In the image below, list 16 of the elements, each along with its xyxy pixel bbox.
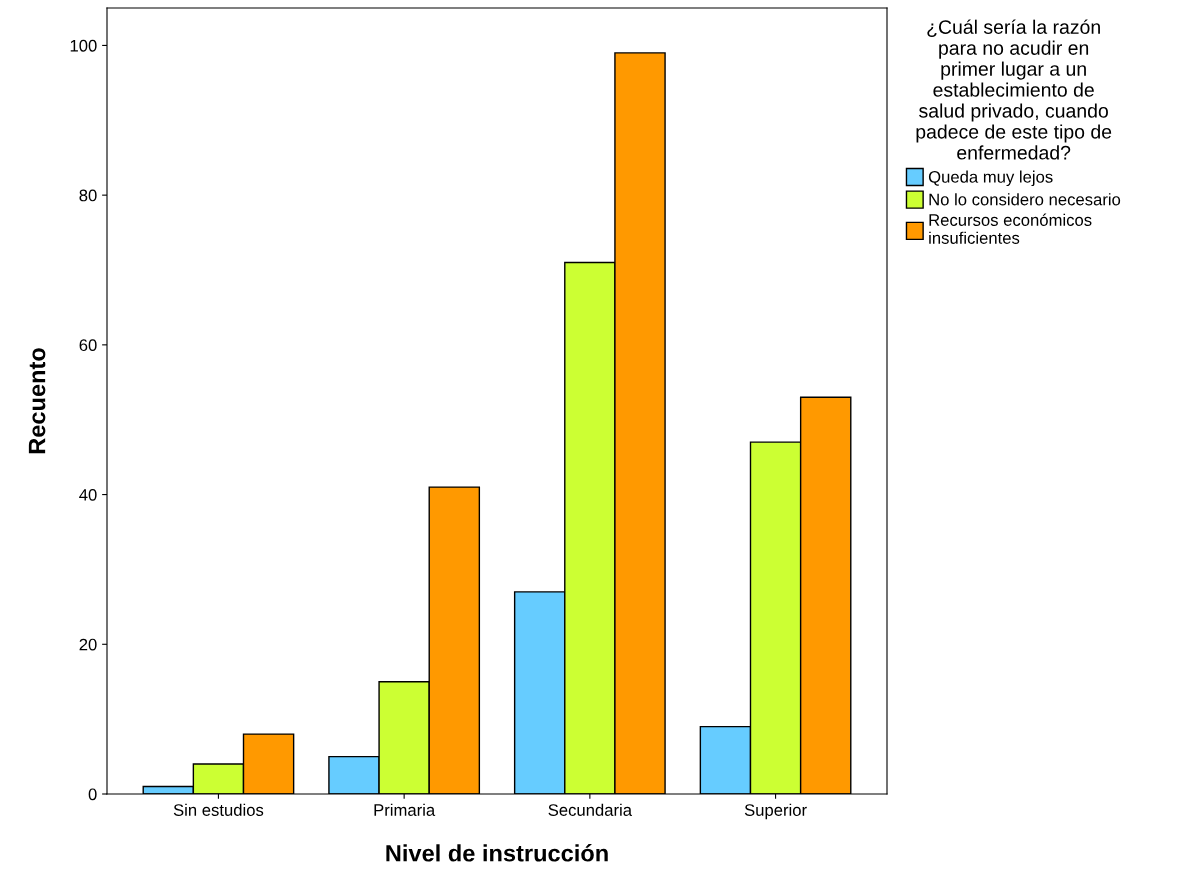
x-tick-label: Primaria — [374, 803, 436, 816]
x-tick-label: Sin estudios — [173, 803, 264, 816]
y-tick-label: 40 — [79, 488, 97, 501]
legend-title: ¿Cuál sería la razón para no acudir en primer lugar a un establecimiento de salud privado, cuando padece de este tipo de enfermedad? — [916, 19, 1112, 160]
y-tick-label: 20 — [79, 638, 97, 651]
legend-label: Recursos económicos insuficientes — [929, 213, 1092, 244]
x-tick-label: Superior — [744, 803, 807, 820]
y-axis-title: Recuento — [28, 348, 46, 454]
y-tick-label: 100 — [70, 39, 97, 52]
y-tick-label: 80 — [79, 189, 97, 202]
x-tick-label: Secundaria — [548, 803, 633, 816]
y-tick-label: 0 — [88, 788, 97, 801]
legend-label: Queda muy lejos — [928, 170, 1053, 187]
x-axis-title: Nivel de instrucción — [386, 844, 608, 862]
y-tick-label: 60 — [79, 339, 97, 352]
legend-label: No lo considero necesario — [929, 193, 1121, 206]
